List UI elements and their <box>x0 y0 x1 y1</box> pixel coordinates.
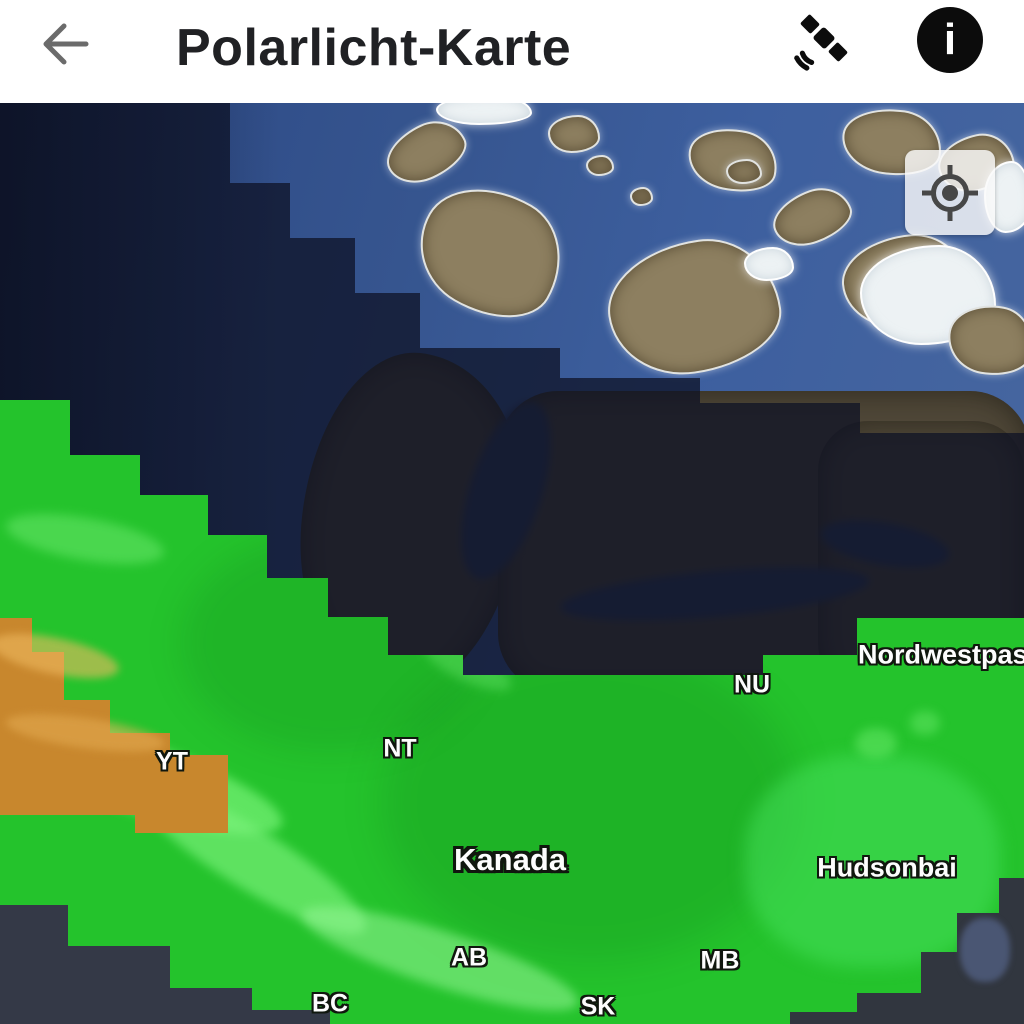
info-icon: i <box>943 15 957 64</box>
map-label-ab: AB <box>450 943 488 972</box>
map-label-sk: SK <box>580 992 616 1021</box>
satellite-icon <box>794 14 848 71</box>
crosshair-icon <box>922 164 978 221</box>
map-label-nt: NT <box>383 734 417 763</box>
arrow-left-icon <box>43 23 89 65</box>
aurora-green-region <box>0 400 1024 1024</box>
page-title: Polarlicht-Karte <box>176 19 572 77</box>
app-bar: Polarlicht-Karte i <box>0 0 1024 103</box>
terrain-highlight <box>910 711 940 735</box>
my-location-button[interactable] <box>905 150 995 235</box>
map-label-bc: BC <box>311 989 349 1018</box>
satellite-layer-button[interactable] <box>790 8 856 78</box>
back-button[interactable] <box>34 14 94 74</box>
map-label-nu: NU <box>733 670 771 699</box>
map-label-mb: MB <box>700 946 740 975</box>
terrain-highlight <box>855 728 897 758</box>
terrain-shade <box>380 643 800 963</box>
map-label-kanada: Kanada <box>454 842 566 877</box>
shadow-water-shape <box>960 918 1010 982</box>
map-label-nordwestpassage: Nordwestpassage <box>858 639 1024 670</box>
map-label-yt: YT <box>156 747 188 776</box>
info-button[interactable]: i <box>917 7 983 73</box>
aurora-map[interactable]: Nordwestpassage NU NT YT Kanada Hudsonba… <box>0 103 1024 1024</box>
map-label-hudsonbai: Hudsonbai <box>817 852 957 883</box>
